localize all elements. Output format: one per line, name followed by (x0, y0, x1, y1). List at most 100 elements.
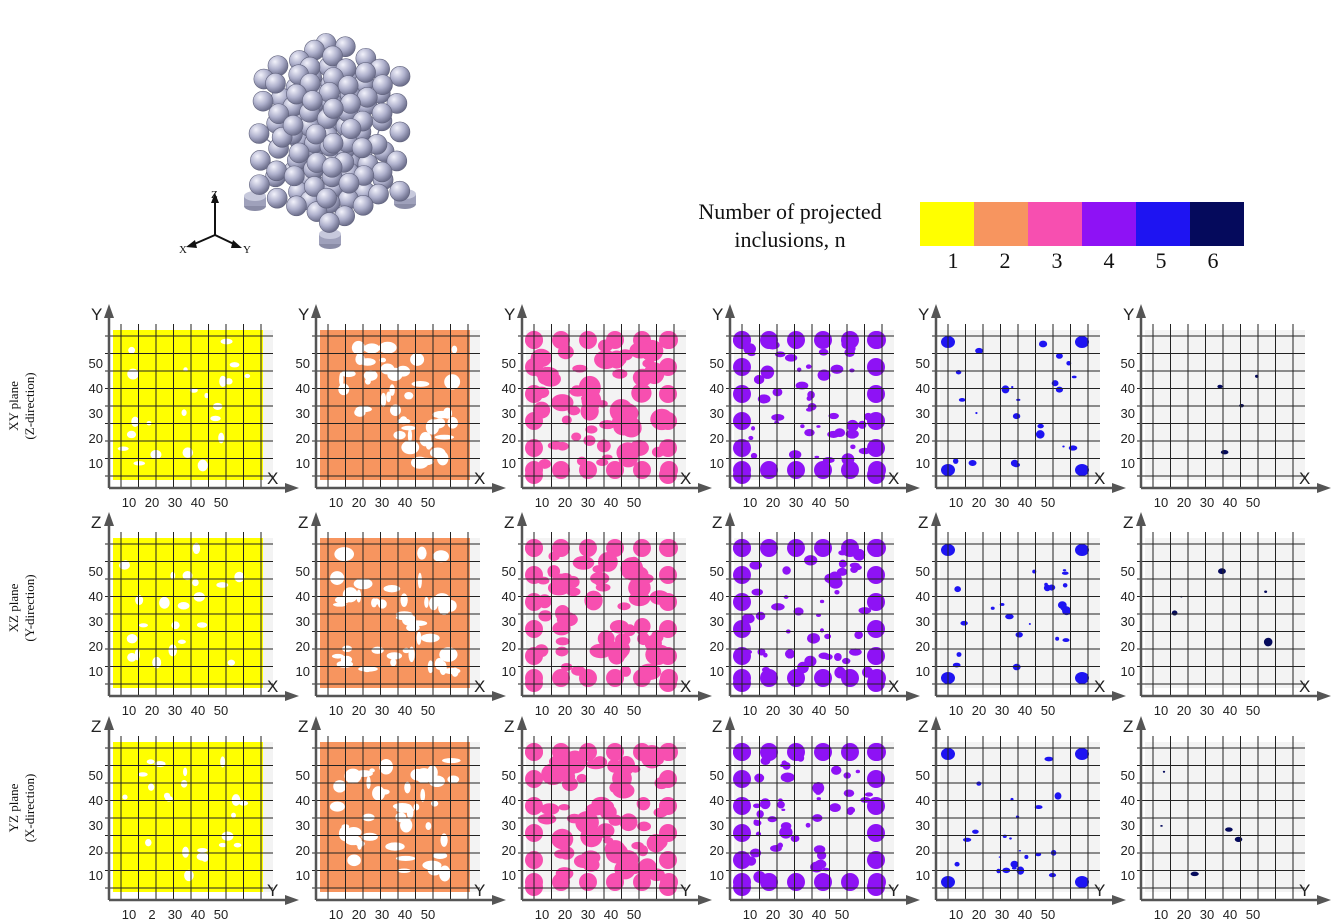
y-tick-label: 50 (89, 768, 103, 783)
y-tick-label: 50 (710, 356, 724, 371)
x-tick-label: 40 (812, 495, 826, 510)
y-tick-label: 50 (296, 768, 310, 783)
x-tick-label: 30 (581, 907, 595, 920)
y-tick-label: 30 (89, 614, 103, 629)
y-tick-label: 40 (1121, 793, 1135, 808)
x-tick-label: 40 (604, 907, 618, 920)
y-tick-label: 30 (710, 614, 724, 629)
y-tick-label: 30 (1121, 406, 1135, 421)
panel-r1-n6: Y X 10 20 30 40 50 10 20 30 40 50 (1121, 304, 1331, 510)
y-tick-label: 10 (89, 664, 103, 679)
v-axis-label: Z (298, 513, 308, 532)
x-tick-label: 40 (398, 703, 412, 718)
y-tick-label: 50 (710, 768, 724, 783)
x-tick-label: 20 (145, 703, 159, 718)
y-tick-label: 30 (89, 818, 103, 833)
panel-r1-n5: Y X 10 20 30 40 50 10 20 30 40 50 (916, 304, 1126, 510)
x-tick-label: 30 (375, 703, 389, 718)
x-tick-label: 40 (398, 495, 412, 510)
panel-r3-n5: ZY10 20 30 40 501020304050 (916, 716, 1126, 920)
x-tick-label: 50 (1041, 495, 1055, 510)
y-tick-label: 10 (710, 868, 724, 883)
y-tick-label: 20 (502, 431, 516, 446)
panel-r3-n4: Z Y 10 20 30 40 50 10 20 30 40 50 (710, 716, 920, 920)
x-tick-label: 50 (835, 907, 849, 920)
y-tick-label: 30 (296, 406, 310, 421)
y-tick-label: 50 (502, 356, 516, 371)
v-axis-label: Y (298, 305, 309, 324)
x-tick-label: 30 (789, 703, 803, 718)
y-tick-label: 20 (296, 639, 310, 654)
y-tick-label: 40 (502, 589, 516, 604)
h-axis-label: Y (474, 881, 485, 900)
h-axis-label: X (680, 677, 691, 696)
y-tick-label: 20 (916, 843, 930, 858)
y-tick-label: 10 (502, 456, 516, 471)
x-tick-label: 10 (329, 907, 343, 920)
y-tick-label: 20 (710, 431, 724, 446)
y-tick-label: 40 (710, 589, 724, 604)
x-tick-label: 30 (995, 495, 1009, 510)
y-tick-label: 30 (296, 818, 310, 833)
x-tick-label: 10 (122, 703, 136, 718)
x-tick-label: 20 (766, 907, 780, 920)
x-tick-label: 20 (1177, 703, 1191, 718)
x-tick-label: 30 (168, 907, 182, 920)
y-tick-label: 10 (1121, 664, 1135, 679)
y-tick-label: 10 (710, 456, 724, 471)
y-tick-label: 10 (916, 868, 930, 883)
panel-r1-n4: YX10 20 30 40 501020304050 (710, 304, 920, 510)
y-tick-label: 20 (1121, 843, 1135, 858)
h-axis-label: Y (888, 881, 899, 900)
y-tick-label: 10 (296, 456, 310, 471)
x-tick-label: 50 (1246, 907, 1260, 920)
y-tick-label: 10 (916, 664, 930, 679)
x-tick-label: 30 (1200, 703, 1214, 718)
y-tick-label: 40 (89, 589, 103, 604)
v-axis-label: Z (712, 513, 722, 532)
y-tick-label: 40 (502, 793, 516, 808)
x-tick-label: 20 (558, 907, 572, 920)
h-axis-label: X (267, 469, 278, 488)
y-tick-label: 30 (89, 406, 103, 421)
x-tick-label: 40 (398, 907, 412, 920)
h-axis-label: X (888, 469, 899, 488)
panel-r2-n1: ZX10 20 30 40 501020304050 (89, 512, 299, 718)
x-tick-label: 30 (581, 495, 595, 510)
y-tick-label: 40 (916, 381, 930, 396)
x-tick-label: 20 (972, 703, 986, 718)
y-tick-label: 40 (710, 793, 724, 808)
x-tick-label: 10 (1154, 907, 1168, 920)
x-tick-label: 50 (214, 907, 228, 920)
y-tick-label: 40 (89, 793, 103, 808)
h-axis-label: X (267, 677, 278, 696)
y-tick-label: 30 (502, 406, 516, 421)
x-tick-label: 30 (995, 907, 1009, 920)
panel-r1-n1: Y X 10 20 30 40 50 10 20 30 40 50 (89, 304, 299, 510)
x-tick-label: 50 (421, 703, 435, 718)
y-tick-label: 20 (916, 639, 930, 654)
x-tick-label: 20 (352, 495, 366, 510)
x-tick-label: 40 (812, 907, 826, 920)
x-tick-label: 20 (352, 907, 366, 920)
v-axis-label: Z (91, 717, 101, 736)
y-tick-label: 10 (296, 868, 310, 883)
y-tick-label: 50 (1121, 356, 1135, 371)
x-tick-label: 10 (743, 907, 757, 920)
y-tick-label: 50 (916, 564, 930, 579)
x-tick-label: 50 (627, 907, 641, 920)
y-tick-label: 20 (89, 639, 103, 654)
panel-r2-n6: Z X 10 20 30 40 50 10 20 30 40 50 (1121, 512, 1331, 718)
x-tick-label: 10 (1154, 703, 1168, 718)
x-tick-label: 50 (627, 703, 641, 718)
v-axis-label: Y (1123, 305, 1134, 324)
y-tick-label: 50 (296, 564, 310, 579)
y-tick-label: 40 (916, 793, 930, 808)
y-tick-label: 30 (1121, 614, 1135, 629)
h-axis-label: X (1094, 677, 1105, 696)
panel-r2-n5: ZX10 20 30 40 501020304050 (916, 512, 1126, 718)
h-axis-label: Y (1094, 881, 1105, 900)
y-tick-label: 20 (296, 843, 310, 858)
panel-r2-n3: ZX10 20 30 40 501020304050 (502, 512, 712, 718)
x-tick-label: 40 (191, 907, 205, 920)
